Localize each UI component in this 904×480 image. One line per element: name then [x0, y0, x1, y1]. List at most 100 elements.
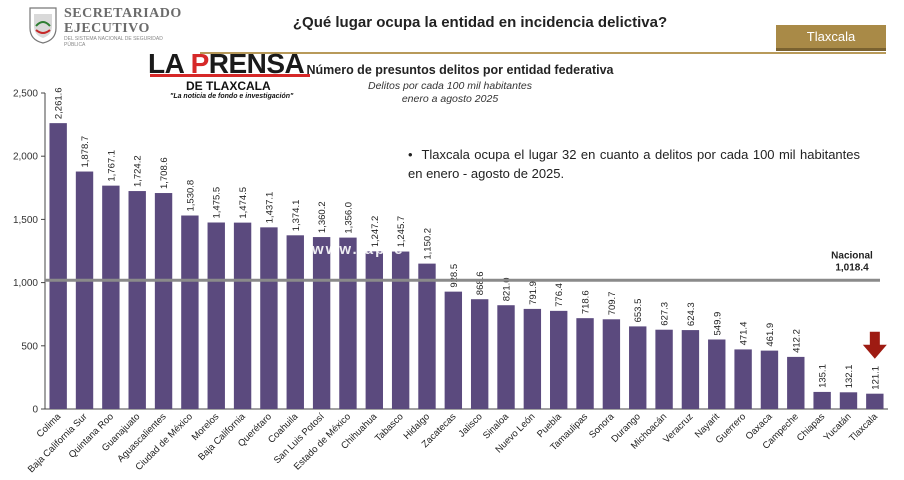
bar-value-label: 627.3 [660, 302, 671, 326]
brand-underline [150, 74, 310, 77]
bar-value-label: 2,261.6 [54, 87, 65, 119]
bar [734, 349, 752, 409]
note-text: • Tlaxcala ocupa el lugar 32 en cuanto a… [408, 145, 860, 183]
bar-value-label: 1,374.1 [291, 200, 302, 232]
bar [260, 227, 278, 409]
category-label: Jalisco [456, 411, 484, 439]
bar-value-label: 1,878.7 [80, 136, 91, 168]
bar-value-label: 709.7 [607, 292, 618, 316]
bar [365, 251, 383, 409]
bar-value-label: 821.0 [502, 277, 513, 301]
bar [339, 237, 357, 409]
bar-value-label: 791.9 [528, 281, 539, 305]
bar [418, 263, 436, 409]
bar-value-label: 461.9 [765, 323, 776, 347]
bar [470, 299, 489, 409]
bar-value-label: 1,245.7 [396, 216, 407, 248]
bar [207, 222, 225, 409]
y-tick-label: 2,500 [13, 89, 38, 100]
header-divider [200, 52, 886, 54]
brand-tagline: "La noticia de fondo e investigación" [170, 93, 294, 100]
y-tick-label: 1,500 [13, 215, 38, 226]
bar [286, 235, 304, 409]
bar [523, 308, 542, 409]
bar-value-label: 1,356.0 [343, 202, 354, 234]
bar [233, 222, 252, 409]
bar [602, 319, 621, 409]
reference-line-value: 1,018.4 [835, 262, 869, 273]
brand-title-part3: RENSA [208, 48, 305, 79]
bar [497, 305, 515, 409]
bar-value-label: 1,530.8 [185, 180, 196, 212]
bar [839, 392, 858, 409]
bar-value-label: 1,474.5 [238, 187, 249, 219]
bar-value-label: 1,247.2 [370, 216, 381, 248]
bar-value-label: 928.5 [449, 264, 460, 288]
brand-title-part2: P [190, 48, 210, 79]
category-label: Chiapas [795, 411, 828, 444]
highlight-arrow-icon [862, 331, 887, 359]
state-tab[interactable]: Tlaxcala [776, 25, 886, 51]
y-tick-label: 0 [32, 405, 38, 416]
bar-value-label: 471.4 [739, 322, 750, 346]
y-tick-label: 500 [21, 341, 38, 352]
bar [629, 326, 647, 409]
brand-title-part1: LA [148, 48, 191, 79]
bar [787, 356, 805, 409]
bar-value-label: 121.1 [870, 366, 881, 390]
bar [154, 193, 173, 409]
category-label: Tabasco [373, 411, 406, 444]
bar-value-label: 549.9 [712, 312, 723, 336]
bar-value-label: 1,437.1 [264, 192, 275, 224]
note-body: Tlaxcala ocupa el lugar 32 en cuanto a d… [408, 147, 860, 181]
bar [681, 330, 700, 409]
watermark: www.lapre [312, 241, 405, 258]
bar-value-label: 135.1 [818, 364, 829, 388]
bar-value-label: 868.6 [475, 271, 486, 295]
bar-value-label: 1,767.1 [106, 150, 117, 182]
bar [391, 251, 410, 409]
seal-icon [29, 7, 57, 44]
bar [312, 237, 331, 409]
category-label: Tlaxcala [847, 411, 880, 444]
bar-value-label: 132.1 [844, 365, 855, 389]
bar-value-label: 1,724.2 [133, 155, 144, 187]
y-tick-label: 1,000 [13, 278, 38, 289]
org-subtitle: DEL SISTEMA NACIONAL DE SEGURIDAD PÚBLIC… [64, 36, 163, 48]
bar [550, 310, 568, 409]
bar-value-label: 718.6 [581, 290, 592, 314]
bullet-icon: • [408, 147, 422, 162]
brand-subtitle: DE TLAXCALA [186, 79, 271, 93]
bar [444, 291, 463, 409]
bar [128, 191, 146, 409]
bar [866, 393, 884, 409]
bar [102, 185, 120, 409]
org-name-line2: EJECUTIVO [64, 21, 150, 36]
page-title: ¿Qué lugar ocupa la entidad en incidenci… [292, 14, 668, 31]
org-name-line1: SECRETARIADO [64, 6, 182, 21]
brand-logo-text: LA PRENSA [148, 48, 305, 80]
bar [75, 171, 94, 409]
bar [181, 215, 199, 409]
org-name: SECRETARIADO EJECUTIVO [64, 6, 182, 36]
bar [49, 123, 67, 409]
bar-value-label: 1,360.2 [317, 201, 328, 233]
bar-value-label: 412.2 [791, 329, 802, 353]
chart-subtitle: Delitos por cada 100 mil habitantes [367, 80, 532, 92]
bar [708, 339, 726, 409]
bar-value-label: 653.5 [633, 299, 644, 323]
bar-value-label: 1,150.2 [422, 228, 433, 260]
bar-value-label: 1,708.6 [159, 157, 170, 189]
bar-value-label: 776.4 [554, 283, 565, 307]
bar [813, 391, 831, 409]
bar-value-label: 1,475.5 [212, 187, 223, 219]
bar [655, 329, 673, 409]
bar [576, 318, 594, 409]
y-tick-label: 2,000 [13, 152, 38, 163]
bar [760, 350, 779, 409]
bar-value-label: 624.3 [686, 302, 697, 326]
reference-line-label: Nacional [831, 250, 873, 261]
chart-title: Número de presuntos delitos por entidad … [306, 63, 614, 77]
chart-period: enero a agosto 2025 [401, 93, 499, 105]
